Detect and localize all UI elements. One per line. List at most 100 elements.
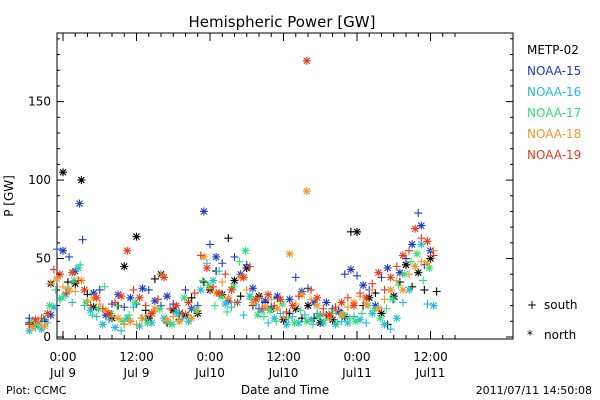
north-point	[155, 304, 164, 313]
south-point	[432, 287, 441, 296]
south-point	[100, 282, 109, 291]
north-point	[212, 252, 221, 261]
south-point	[199, 278, 208, 287]
north-point	[429, 301, 438, 310]
north-point	[221, 300, 230, 309]
north-point	[319, 318, 328, 327]
x-axis: 0:00 Jul 9 12:00 Jul 9 0:00 Jul10 12:00 Jul10 0:…	[49, 33, 456, 380]
south-point	[181, 285, 190, 294]
south-point	[95, 285, 104, 294]
south-point	[284, 314, 293, 323]
north-point	[229, 282, 238, 291]
x-tick-label-date: Jul10	[194, 366, 225, 380]
south-point	[417, 257, 426, 266]
y-axis-label: P [GW]	[2, 175, 16, 217]
north-point	[398, 251, 407, 260]
north-point	[131, 298, 140, 307]
legend-entry: NOAA-16	[527, 85, 581, 99]
south-point	[37, 314, 46, 323]
north-point	[276, 295, 285, 304]
marker-legend-symbol: +	[527, 298, 537, 312]
north-point	[57, 293, 66, 302]
south-point	[120, 303, 129, 312]
south-point	[86, 301, 95, 310]
plot-area	[25, 32, 514, 340]
north-point	[75, 199, 84, 208]
north-point	[46, 311, 55, 320]
north-point	[285, 295, 294, 304]
north-point	[313, 301, 322, 310]
north-point	[28, 323, 37, 332]
north-point	[248, 284, 257, 293]
north-point	[199, 207, 208, 216]
south-point	[333, 318, 342, 327]
north-point	[245, 292, 254, 301]
north-point	[278, 300, 287, 309]
north-point	[395, 268, 404, 277]
x-axis-label: Date and Time	[241, 383, 329, 397]
north-point	[31, 315, 40, 324]
south-point	[224, 234, 233, 243]
north-point	[184, 317, 193, 326]
south-point	[233, 298, 242, 307]
south-point	[78, 235, 87, 244]
south-point	[92, 312, 101, 321]
legend-entry: NOAA-15	[527, 64, 581, 78]
south-point	[193, 306, 202, 315]
south-point	[279, 312, 288, 321]
north-point	[160, 273, 169, 282]
marker-legend-entry: south	[544, 298, 578, 312]
north-point	[307, 315, 316, 324]
south-point	[174, 311, 183, 320]
north-point	[264, 290, 273, 299]
south-point	[362, 318, 371, 327]
north-point	[120, 262, 129, 271]
north-point	[126, 293, 135, 302]
north-point	[334, 307, 343, 316]
north-point	[52, 274, 61, 283]
south-point	[239, 311, 248, 320]
plot-frame	[56, 32, 514, 340]
north-point	[310, 298, 319, 307]
north-point	[368, 309, 377, 318]
north-point	[402, 260, 410, 269]
south-point	[125, 311, 134, 320]
north-point	[119, 317, 128, 326]
south-point	[190, 289, 199, 298]
north-point	[37, 325, 46, 334]
north-point	[346, 265, 355, 274]
legend: METP-02 NOAA-15 NOAA-16 NOAA-17 NOAA-18 NOAA-…	[527, 43, 581, 162]
north-point	[337, 298, 346, 307]
north-point	[71, 279, 80, 288]
y-axis: 0 50 100 150	[28, 38, 513, 344]
north-point	[215, 289, 224, 298]
south-point	[377, 273, 386, 282]
north-point	[266, 306, 275, 315]
north-point	[362, 300, 371, 309]
south-point	[218, 259, 227, 268]
north-point	[414, 268, 423, 277]
north-point	[253, 311, 262, 320]
marker-legend-symbol: *	[527, 328, 533, 342]
south-point	[343, 303, 352, 312]
south-point	[394, 281, 403, 290]
north-point	[302, 56, 311, 65]
north-point	[398, 285, 407, 294]
north-point	[337, 311, 346, 320]
north-point	[386, 285, 395, 294]
south-point	[227, 303, 236, 312]
south-point	[414, 209, 423, 218]
south-point	[270, 301, 279, 310]
north-point	[371, 301, 380, 310]
north-point	[392, 314, 401, 323]
north-point	[187, 314, 196, 323]
south-point	[340, 270, 349, 279]
north-point	[169, 306, 178, 315]
north-point	[302, 317, 311, 326]
south-point	[282, 307, 291, 316]
south-point	[405, 246, 414, 255]
north-point	[101, 311, 110, 320]
south-point	[215, 267, 224, 276]
south-point	[65, 252, 74, 261]
